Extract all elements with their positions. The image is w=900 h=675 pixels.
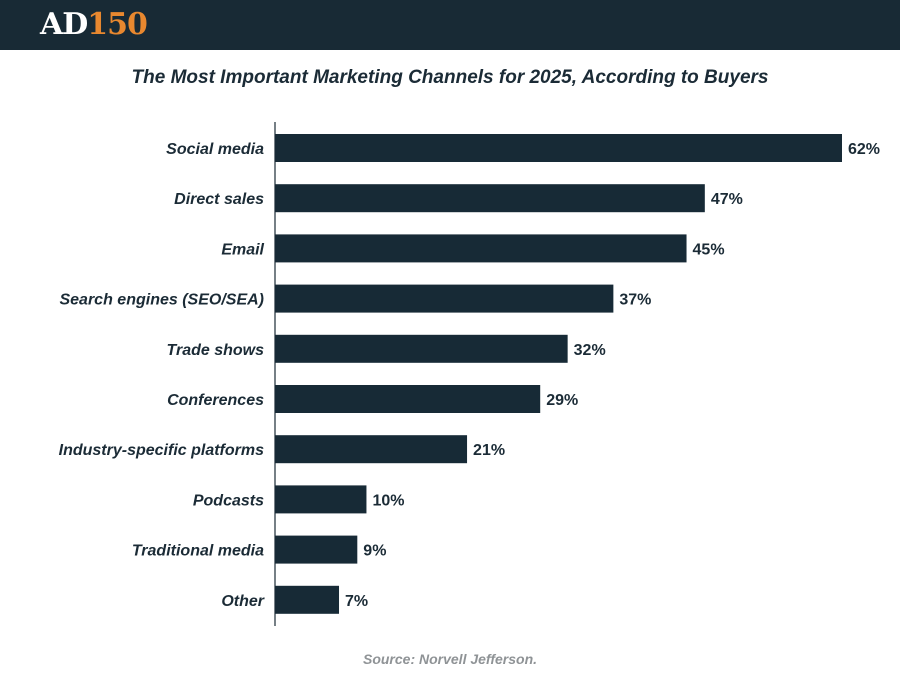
category-label: Traditional media: [132, 543, 264, 560]
header-bar: AD150: [0, 0, 900, 50]
bar: [275, 435, 468, 464]
ad150-logo[interactable]: AD150: [40, 7, 148, 42]
bar: [275, 385, 541, 413]
data-label: 10%: [372, 492, 404, 509]
bar: [275, 535, 358, 564]
chart-title: The Most Important Marketing Channels fo…: [131, 67, 769, 88]
bar: [275, 585, 340, 614]
bar: [275, 184, 705, 213]
logo-text-150: 150: [87, 7, 148, 42]
data-label: 32%: [574, 342, 606, 359]
category-label: Trade shows: [166, 342, 264, 359]
data-label: 45%: [693, 241, 725, 258]
bar: [275, 234, 687, 263]
category-label: Conferences: [167, 392, 264, 409]
category-label: Direct sales: [174, 191, 264, 208]
data-label: 9%: [363, 543, 386, 560]
data-label: 21%: [473, 442, 505, 459]
logo-text-ad: AD: [40, 7, 88, 42]
data-label: 37%: [619, 292, 651, 309]
bar: [275, 284, 614, 313]
source-note: Source: Norvell Jefferson.: [362, 651, 538, 667]
bar: [275, 485, 367, 514]
category-label: Other: [221, 593, 264, 610]
category-label: Podcasts: [193, 492, 264, 509]
data-label: 7%: [345, 593, 368, 610]
data-label: 62%: [848, 141, 880, 158]
data-label: 47%: [711, 191, 743, 208]
category-label: Email: [221, 241, 264, 258]
bar: [275, 334, 568, 363]
data-label: 29%: [546, 392, 578, 409]
category-label: Social media: [166, 141, 264, 158]
bar: [275, 134, 842, 162]
category-label: Industry-specific platforms: [59, 442, 264, 459]
bar-chart: Social media 62% Direct sales 47% Email 45% Se…: [59, 122, 880, 626]
category-label: Search engines (SEO/SEA): [59, 292, 264, 309]
